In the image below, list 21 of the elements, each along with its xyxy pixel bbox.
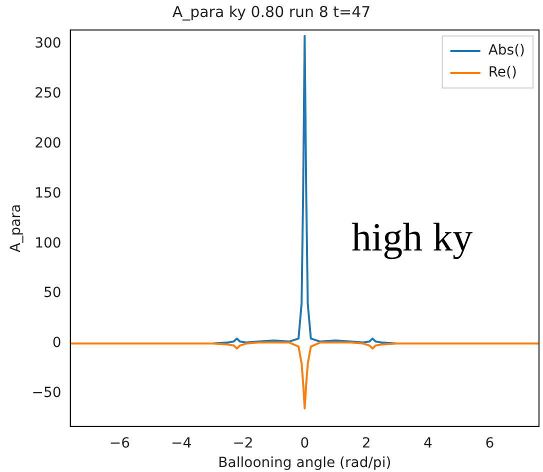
- x-tick-label: −6: [109, 435, 130, 452]
- x-axis-title: Ballooning angle (rad/pi): [218, 455, 392, 472]
- x-tick-label: 0: [300, 435, 310, 452]
- y-tick-label: −50: [32, 385, 62, 402]
- x-tick-label: 4: [424, 435, 433, 452]
- legend-label: Re(): [488, 64, 517, 81]
- y-tick-label: 150: [34, 185, 62, 202]
- x-tick-label: 2: [362, 435, 371, 452]
- y-tick-label: 100: [34, 235, 62, 252]
- annotation: high ky: [352, 214, 473, 260]
- chart-title: A_para ky 0.80 run 8 t=47: [172, 2, 371, 21]
- y-axis-title: A_para: [8, 204, 24, 252]
- y-tick-label: 0: [52, 335, 62, 352]
- y-tick-label: 200: [34, 135, 62, 152]
- x-tick-label: −4: [171, 435, 192, 452]
- legend-label: Abs(): [488, 42, 526, 59]
- y-tick-label: 50: [44, 285, 62, 302]
- x-tick-label: 6: [485, 435, 494, 452]
- y-tick-label: 300: [34, 36, 62, 52]
- x-tick-label: −2: [232, 435, 254, 452]
- y-tick-label: 250: [34, 86, 62, 102]
